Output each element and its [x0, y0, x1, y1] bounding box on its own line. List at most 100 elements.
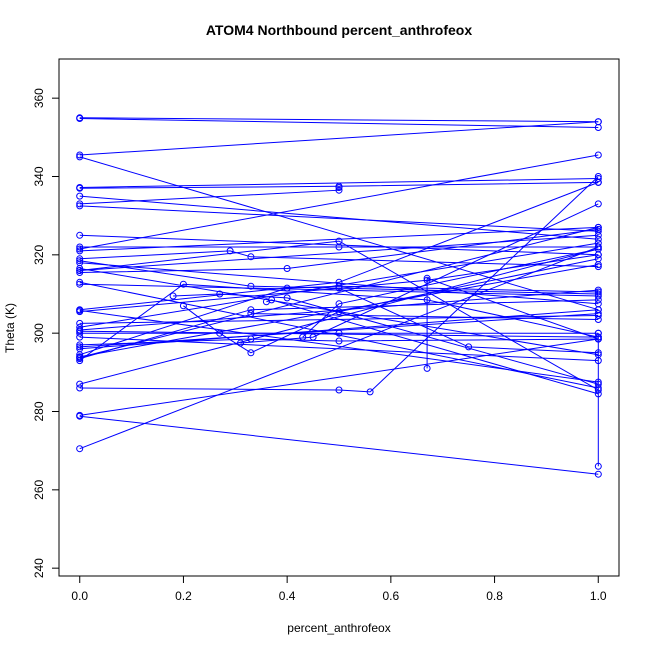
data-point: [76, 247, 84, 255]
data-point: [594, 261, 602, 269]
data-point: [594, 462, 602, 470]
data-point: [76, 255, 84, 263]
series-line: [79, 178, 599, 188]
data-point: [335, 184, 343, 191]
data-point: [237, 339, 244, 347]
series-line: [79, 283, 599, 297]
data-point: [76, 245, 84, 253]
data-point: [76, 380, 84, 388]
series-line: [79, 154, 599, 250]
data-point: [594, 263, 602, 271]
series-line-group: [76, 257, 602, 298]
chart-title: ATOM4 Northbound percent_anthrofeox: [206, 22, 472, 38]
data-point: [366, 388, 374, 396]
y-tick-label: 280: [32, 401, 46, 421]
series-layer: [76, 114, 602, 478]
data-point: [594, 223, 602, 231]
series-line: [79, 248, 599, 385]
data-point: [76, 267, 84, 274]
series-line-group: [76, 261, 602, 361]
series-line-group: [299, 245, 602, 341]
y-tick-label: 320: [32, 245, 46, 265]
series-line-group: [76, 225, 602, 276]
data-point: [594, 225, 602, 233]
series-line: [79, 264, 599, 358]
x-tick-label: 0.0: [71, 589, 88, 603]
x-tick-label: 0.2: [175, 589, 192, 603]
data-point: [594, 243, 602, 251]
data-point: [594, 288, 602, 296]
data-point: [76, 357, 84, 365]
data-point: [423, 274, 431, 282]
series-line-group: [76, 412, 602, 478]
data-point: [335, 186, 343, 194]
data-point: [335, 284, 343, 292]
series-line-group: [76, 151, 602, 253]
data-point: [76, 231, 84, 239]
series-line-group: [76, 184, 343, 208]
series-line-group: [76, 192, 602, 243]
series-line: [79, 181, 599, 311]
series-line-group: [247, 310, 602, 323]
series-line: [79, 118, 599, 128]
data-point: [299, 333, 307, 341]
y-tick-label: 260: [32, 480, 46, 500]
data-point: [594, 329, 602, 337]
series-line: [79, 176, 599, 393]
y-tick-label: 360: [32, 88, 46, 108]
data-point: [247, 306, 255, 314]
data-point: [76, 257, 84, 265]
series-line: [240, 203, 599, 344]
series-line: [79, 415, 599, 475]
x-axis: 0.0 0.2 0.4 0.6 0.8 1.0: [71, 575, 607, 603]
series-line: [79, 246, 599, 450]
data-point: [594, 245, 602, 253]
data-point: [76, 319, 84, 327]
data-point: [465, 343, 473, 351]
y-tick-label: 340: [32, 166, 46, 186]
data-point: [594, 227, 602, 235]
series-line: [79, 285, 599, 356]
data-point: [247, 349, 255, 357]
series-line: [79, 250, 599, 268]
series-line: [79, 338, 599, 416]
series-line: [79, 234, 599, 271]
series-line: [79, 181, 599, 189]
data-point: [594, 306, 602, 314]
series-line: [79, 309, 599, 383]
data-point: [594, 151, 602, 159]
series-line-group: [237, 200, 602, 347]
series-line: [79, 226, 599, 252]
series-line-group: [76, 175, 602, 191]
data-point: [169, 292, 177, 300]
data-point: [76, 326, 84, 334]
data-point: [76, 353, 84, 361]
series-line: [79, 228, 599, 273]
data-point: [335, 237, 343, 245]
series-line: [79, 299, 599, 360]
data-point: [76, 341, 84, 349]
series-line: [183, 258, 599, 354]
data-point: [247, 282, 255, 290]
series-line: [302, 248, 599, 338]
data-point: [268, 296, 276, 304]
series-line-group: [76, 118, 602, 159]
series-line-group: [76, 286, 602, 334]
data-point: [335, 337, 343, 345]
data-point: [76, 343, 84, 351]
data-point: [309, 333, 317, 341]
series-line-group: [76, 202, 602, 235]
data-point: [76, 269, 84, 276]
data-point: [283, 265, 291, 272]
data-point: [594, 175, 602, 182]
data-point: [76, 151, 84, 159]
data-point: [76, 278, 84, 286]
y-axis: 240 260 280 300 320 340 360: [32, 88, 60, 578]
series-line: [79, 289, 599, 331]
data-point: [76, 243, 84, 251]
data-point: [594, 296, 602, 304]
x-axis-label: percent_anthrofeox: [287, 621, 390, 635]
series-line: [338, 287, 599, 354]
series-line: [266, 299, 599, 395]
